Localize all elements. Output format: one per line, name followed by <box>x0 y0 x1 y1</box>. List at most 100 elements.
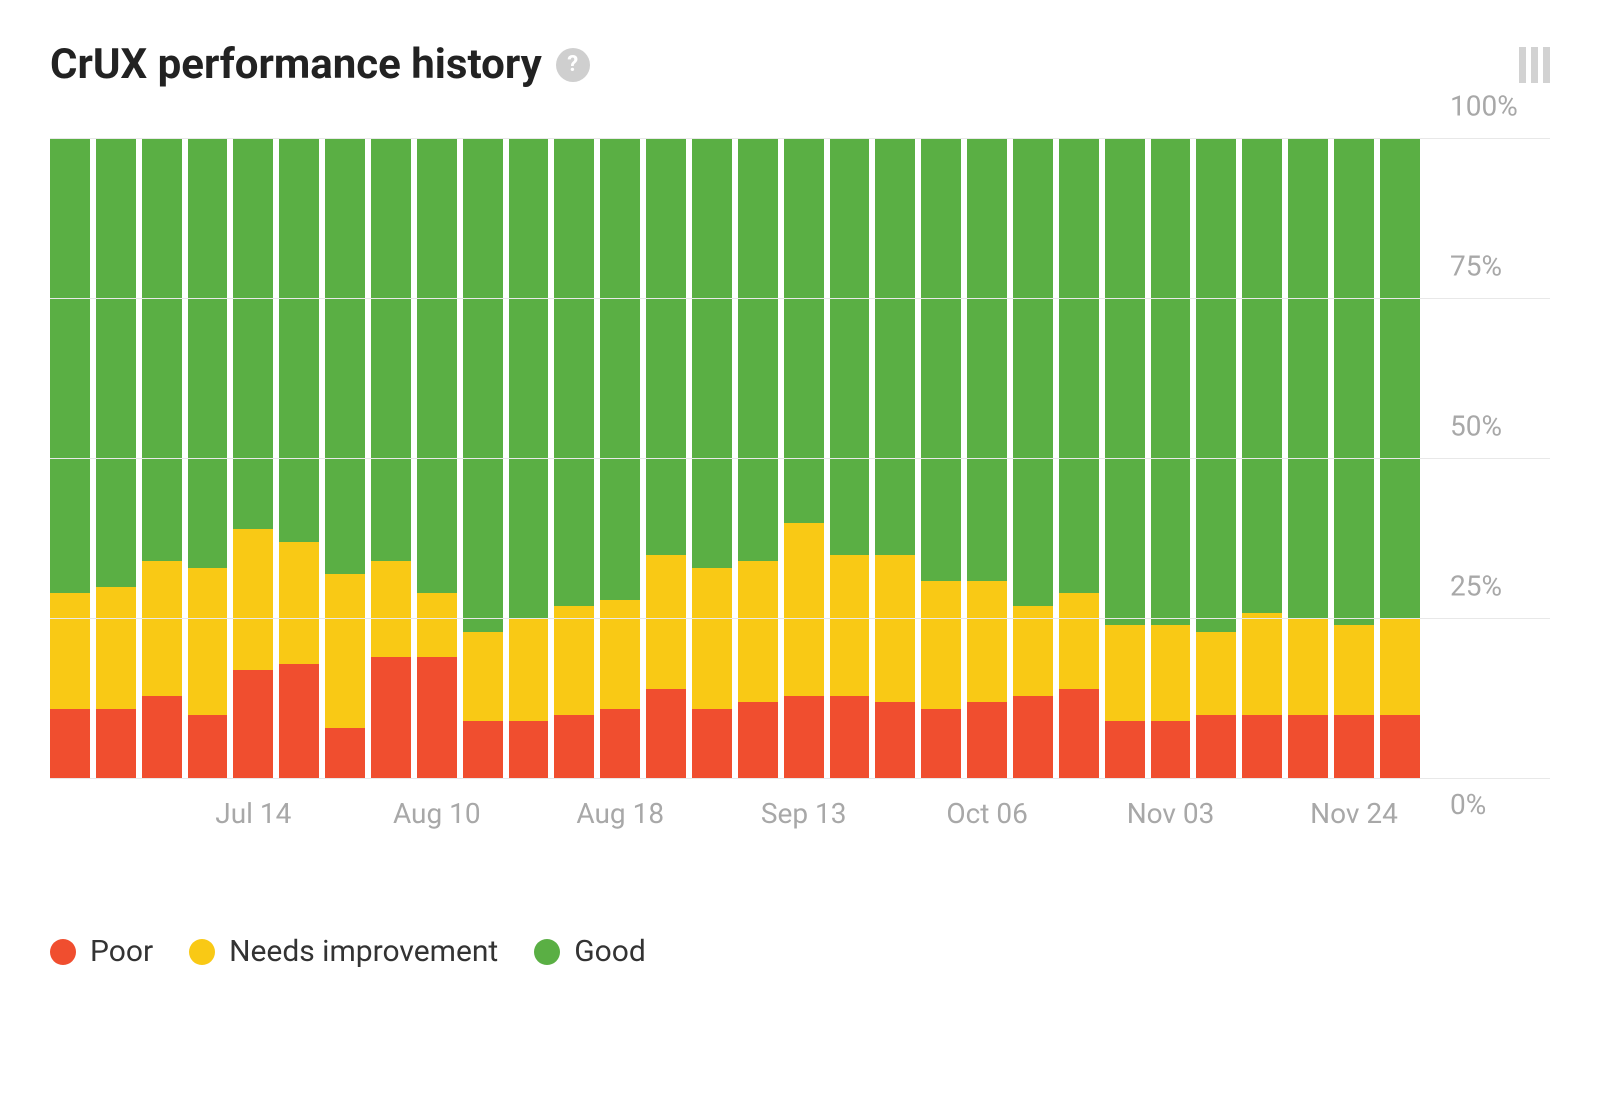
bar-segment-poor <box>279 664 319 779</box>
bar-segment-poor <box>509 721 549 779</box>
bar[interactable] <box>875 139 915 779</box>
bar-segment-good <box>967 139 1007 581</box>
bar-segment-needs <box>646 555 686 689</box>
legend-label: Poor <box>90 934 153 969</box>
bar[interactable] <box>50 139 90 779</box>
chart-menu-icon[interactable] <box>1519 47 1550 83</box>
bar-segment-good <box>921 139 961 581</box>
y-axis-label: 50% <box>1430 410 1550 443</box>
bar-segment-poor <box>554 715 594 779</box>
x-axis-label: Oct 06 <box>946 797 1028 830</box>
bar[interactable] <box>325 139 365 779</box>
bar-segment-poor <box>600 709 640 779</box>
bar[interactable] <box>1196 139 1236 779</box>
y-axis-label: 0% <box>1430 788 1550 821</box>
x-axis-label: Sep 13 <box>761 797 847 830</box>
bar[interactable] <box>463 139 503 779</box>
help-icon[interactable]: ? <box>556 48 590 82</box>
widget-header: CrUX performance history ? <box>50 40 1550 89</box>
bar-segment-poor <box>233 670 273 779</box>
bar[interactable] <box>1105 139 1145 779</box>
bar-segment-needs <box>188 568 228 715</box>
y-axis-label: 75% <box>1430 250 1550 283</box>
bar[interactable]: Oct 06 <box>967 139 1007 779</box>
bar-segment-poor <box>325 728 365 779</box>
bar[interactable] <box>692 139 732 779</box>
bar-segment-needs <box>784 523 824 696</box>
bar-segment-good <box>1059 139 1099 593</box>
bar-segment-poor <box>1242 715 1282 779</box>
bar[interactable] <box>188 139 228 779</box>
bar-segment-needs <box>1334 625 1374 715</box>
bar-segment-poor <box>921 709 961 779</box>
bar-segment-good <box>371 139 411 561</box>
bar[interactable] <box>371 139 411 779</box>
bar-segment-needs <box>371 561 411 657</box>
bar-segment-good <box>509 139 549 619</box>
bar-segment-good <box>233 139 273 529</box>
bar-segment-good <box>50 139 90 593</box>
bar-segment-poor <box>830 696 870 779</box>
bar[interactable] <box>279 139 319 779</box>
bar[interactable] <box>554 139 594 779</box>
x-axis-label: Jul 14 <box>215 797 291 830</box>
bar[interactable] <box>1059 139 1099 779</box>
crux-history-widget: CrUX performance history ? Jul 14 Aug 10 A… <box>50 40 1550 969</box>
bar-segment-good <box>1013 139 1053 606</box>
bar-segment-poor <box>1013 696 1053 779</box>
bar-segment-poor <box>1105 721 1145 779</box>
bar[interactable] <box>1288 139 1328 779</box>
bar-segment-needs <box>417 593 457 657</box>
legend-item[interactable]: Poor <box>50 934 153 969</box>
bar-segment-needs <box>233 529 273 670</box>
bar[interactable]: Nov 24 <box>1334 139 1374 779</box>
x-axis-label: Aug 10 <box>393 797 481 830</box>
bar-segment-good <box>875 139 915 555</box>
legend-swatch <box>50 939 76 965</box>
bar[interactable]: Aug 10 <box>417 139 457 779</box>
bar[interactable] <box>509 139 549 779</box>
bar[interactable] <box>1013 139 1053 779</box>
bar[interactable] <box>142 139 182 779</box>
bar[interactable] <box>921 139 961 779</box>
bar[interactable]: Aug 18 <box>600 139 640 779</box>
bar[interactable] <box>1380 139 1420 779</box>
widget-title: CrUX performance history <box>50 40 542 89</box>
bar-segment-needs <box>967 581 1007 703</box>
bar-segment-good <box>1242 139 1282 613</box>
bar-segment-good <box>188 139 228 568</box>
bar[interactable] <box>646 139 686 779</box>
bar-segment-needs <box>142 561 182 695</box>
legend-item[interactable]: Needs improvement <box>189 934 498 969</box>
bar-segment-poor <box>875 702 915 779</box>
bar-segment-poor <box>1288 715 1328 779</box>
bar[interactable]: Sep 13 <box>784 139 824 779</box>
bar-segment-good <box>463 139 503 632</box>
bar[interactable]: Nov 03 <box>1151 139 1191 779</box>
bar-segment-good <box>279 139 319 542</box>
bars-container: Jul 14 Aug 10 Aug 18 Sep 13 Oct 06 Nov 03 Nov … <box>50 139 1420 779</box>
bar[interactable] <box>96 139 136 779</box>
legend: Poor Needs improvement Good <box>50 934 1550 969</box>
bar[interactable] <box>830 139 870 779</box>
bar-segment-needs <box>463 632 503 722</box>
y-axis-label: 25% <box>1430 570 1550 603</box>
bar-segment-poor <box>1059 689 1099 779</box>
gridline <box>50 298 1550 299</box>
bar[interactable] <box>1242 139 1282 779</box>
legend-swatch <box>189 939 215 965</box>
y-axis-label: 100% <box>1430 90 1550 123</box>
gridline <box>50 138 1550 139</box>
bar-segment-good <box>1334 139 1374 625</box>
bar[interactable]: Jul 14 <box>233 139 273 779</box>
gridline <box>50 458 1550 459</box>
legend-item[interactable]: Good <box>534 934 646 969</box>
bar-segment-good <box>325 139 365 574</box>
bar-segment-needs <box>1013 606 1053 696</box>
bar-segment-good <box>646 139 686 555</box>
chart-zone: Jul 14 Aug 10 Aug 18 Sep 13 Oct 06 Nov 03 Nov … <box>50 139 1550 839</box>
bar-segment-poor <box>50 709 90 779</box>
gridline <box>50 618 1550 619</box>
bar-segment-needs <box>1059 593 1099 689</box>
bar[interactable] <box>738 139 778 779</box>
